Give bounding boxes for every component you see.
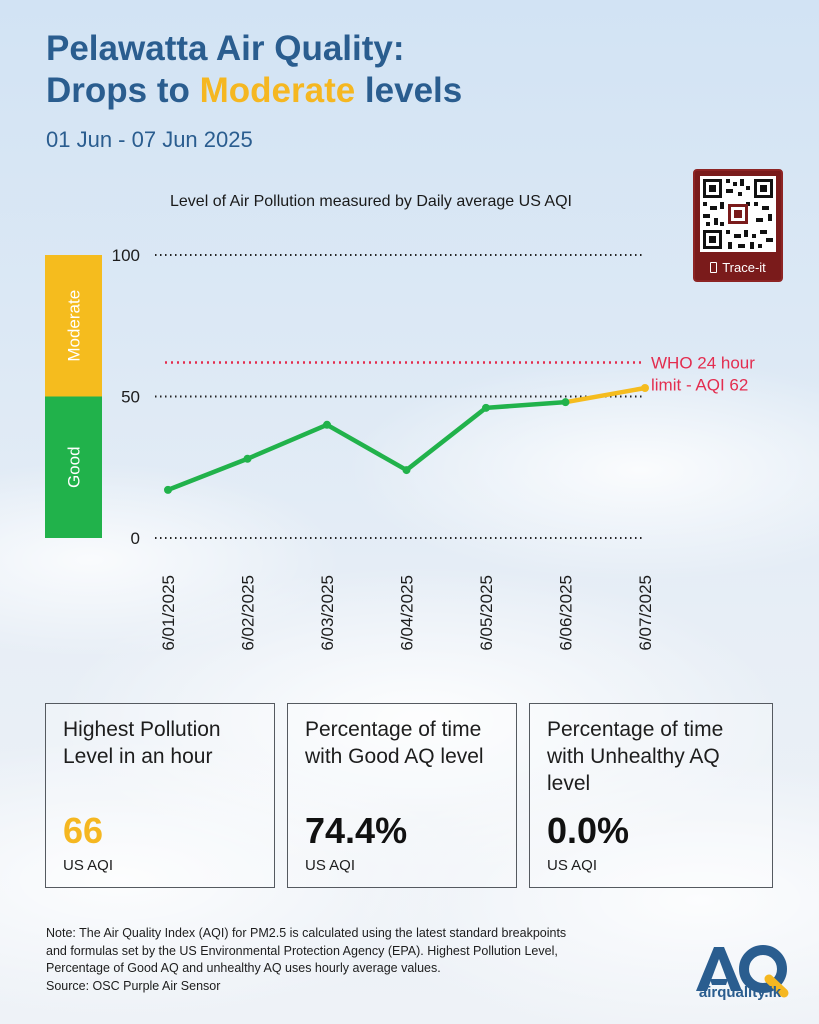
data-point (561, 398, 570, 407)
title-line-2: Drops to Moderate levels (46, 70, 646, 112)
who-limit-label-2: limit - AQI 62 (651, 376, 748, 395)
data-point (243, 454, 252, 463)
data-point (323, 420, 331, 429)
data-point (402, 466, 411, 475)
stat-card-highest: Highest Pollution Level in an hour 66 US… (45, 703, 275, 888)
trace-it-text: Trace-it (722, 260, 766, 275)
trace-it-label: Trace-it (695, 260, 781, 275)
source-line: Source: OSC Purple Air Sensor (46, 978, 221, 993)
band-moderate-label: Moderate (65, 290, 84, 362)
x-tick-label: 6/02/2025 (239, 575, 258, 651)
line-segment (483, 399, 568, 411)
page-title: Pelawatta Air Quality: Drops to Moderate… (46, 28, 646, 112)
who-limit-label-1: WHO 24 hour (651, 354, 755, 373)
aqi-line-chart: Good Moderate 0 50 100 WHO 24 hour limit -… (45, 246, 755, 651)
x-tick-label: 6/05/2025 (477, 575, 496, 651)
footnote-line-2: and formulas set by the US Environmental… (46, 943, 558, 958)
stat-value: 66 (63, 810, 104, 851)
qr-code-icon (700, 176, 776, 252)
chart-title: Level of Air Pollution measured by Daily… (170, 193, 572, 210)
data-point (164, 485, 172, 494)
title-post: levels (355, 71, 463, 110)
stat-unit: US AQI (305, 857, 356, 874)
line-segment (165, 456, 250, 493)
trace-it-badge[interactable]: Trace-it (693, 169, 783, 282)
band-good-label: Good (65, 446, 84, 488)
stat-value: 74.4% (305, 810, 408, 851)
airquality-logo-icon (696, 945, 789, 998)
title-pre: Drops to (46, 71, 200, 110)
line-segment (324, 422, 409, 473)
x-tick-label: 6/06/2025 (557, 575, 576, 651)
y-tick-label: 100 (112, 246, 140, 265)
stat-title: Highest Pollution Level in an hour (63, 718, 221, 768)
y-tick-label: 0 (131, 529, 140, 548)
date-range: 01 Jun - 07 Jun 2025 (46, 127, 253, 152)
line-segment (404, 405, 489, 473)
x-tick-label: 6/01/2025 (159, 575, 178, 651)
x-tick-label: 6/07/2025 (636, 575, 655, 651)
stat-unit: US AQI (63, 857, 114, 874)
stat-card-good: Percentage of time with Good AQ level 74… (287, 703, 517, 888)
band-moderate (45, 255, 102, 397)
x-tick-label: 6/03/2025 (318, 575, 337, 651)
stat-value: 0.0% (547, 810, 630, 851)
footnote: Note: The Air Quality Index (AQI) for PM… (46, 925, 666, 995)
band-good (45, 396, 102, 538)
data-point (641, 384, 649, 393)
y-tick-label: 50 (121, 388, 140, 407)
title-highlight: Moderate (199, 71, 356, 110)
title-line-1: Pelawatta Air Quality: (46, 29, 405, 68)
data-point (482, 403, 490, 412)
phone-icon (710, 262, 718, 273)
stat-card-unhealthy: Percentage of time with Unhealthy AQ lev… (529, 703, 773, 888)
footnote-line-1: Note: The Air Quality Index (AQI) for PM… (46, 926, 567, 940)
line-segment (245, 422, 330, 462)
logo-text: airquality.lk (698, 984, 782, 1001)
line-segment (563, 385, 648, 405)
x-tick-label: 6/04/2025 (398, 575, 417, 651)
stat-unit: US AQI (547, 857, 598, 874)
footnote-line-3: Percentage of Good AQ and unhealthy AQ u… (46, 961, 441, 975)
stat-title: Percentage of time with Unhealthy AQ lev… (547, 718, 724, 795)
stat-title: Percentage of time with Good AQ level (305, 718, 484, 768)
